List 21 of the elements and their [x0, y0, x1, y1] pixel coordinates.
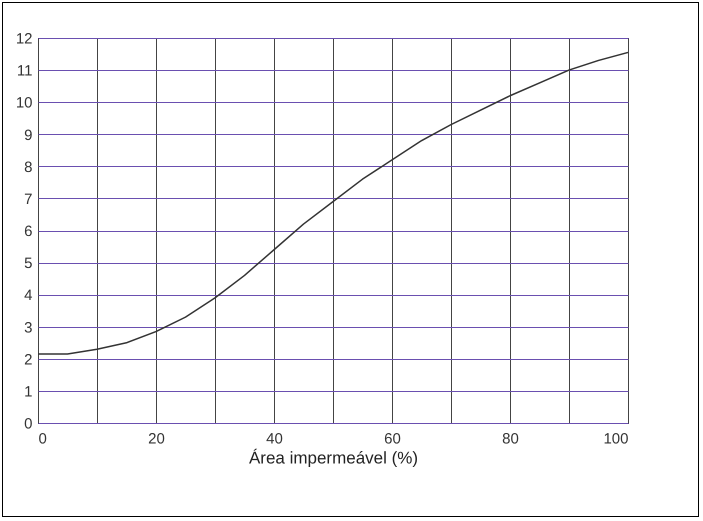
- x-tick-label: 0: [38, 430, 47, 448]
- y-tick-label: 10: [16, 94, 32, 112]
- y-tick-label: 8: [24, 158, 32, 176]
- y-tick-label: 2: [24, 351, 32, 368]
- x-tick-label: 100: [603, 430, 628, 448]
- x-tick-label: 20: [148, 430, 165, 448]
- y-tick-label: 0: [24, 416, 32, 432]
- y-tick-label: 4: [24, 287, 32, 304]
- x-tick-label: 40: [266, 430, 283, 448]
- y-tick-label: 5: [24, 255, 32, 272]
- y-tick-label: 1: [24, 383, 32, 400]
- x-axis-title: Área impermeável (%): [248, 448, 418, 468]
- line-series: [37, 52, 629, 355]
- y-tick-label: 9: [24, 126, 32, 144]
- y-tick-label: 6: [24, 223, 32, 240]
- x-tick-label: 80: [502, 430, 519, 448]
- y-tick-label: 7: [24, 190, 32, 208]
- y-tick-label: 3: [24, 319, 32, 336]
- y-tick-label: 12: [16, 30, 32, 48]
- x-tick-label: 60: [384, 430, 401, 448]
- y-tick-label: 11: [16, 62, 32, 80]
